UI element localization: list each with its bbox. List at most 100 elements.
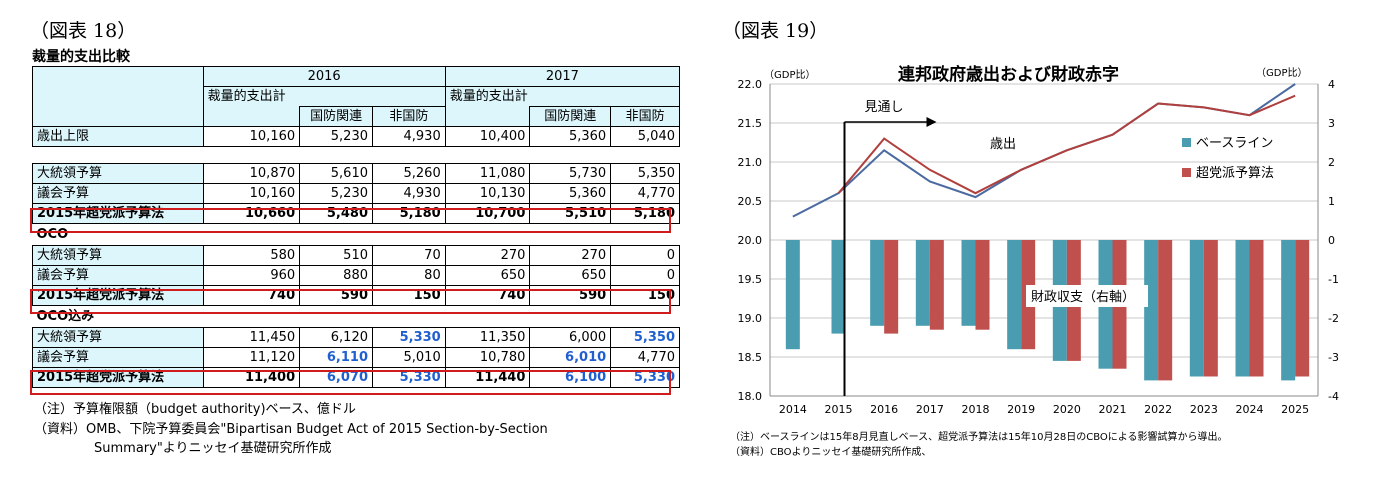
budget-table-panel: 裁量的支出比較 2016 2017 裁量的支出計 裁量的支出計 国防関連 非国防… bbox=[30, 0, 681, 484]
bar-bipartisan bbox=[884, 240, 899, 334]
cell: 650 bbox=[529, 265, 612, 286]
bar-baseline bbox=[1235, 240, 1250, 377]
legend-label-bipartisan: 超党派予算法 bbox=[1196, 166, 1274, 181]
cell: 960 bbox=[202, 265, 301, 286]
right-tick-label: -4 bbox=[1328, 390, 1339, 403]
chart-plot: 22.0 21.5 21.0 20.5 20.0 19.5 19.0 18.5 18.0 4 3 2 1… bbox=[738, 78, 1339, 416]
row-label: 大統領予算 bbox=[32, 163, 204, 184]
left-tick-label: 20.5 bbox=[738, 195, 763, 208]
cell: 5,260 bbox=[372, 163, 446, 184]
row-label: 2015年超党派予算法 bbox=[32, 367, 204, 388]
cell: 5,330 bbox=[372, 327, 446, 348]
right-tick-label: -3 bbox=[1328, 351, 1339, 364]
cell: 4,770 bbox=[610, 183, 680, 204]
row-spending-cap: 歳出上限 10,160 5,230 4,930 10,400 5,360 5,0… bbox=[32, 126, 680, 147]
bar-bipartisan bbox=[1158, 240, 1173, 381]
x-tick-label: 2021 bbox=[1099, 403, 1127, 416]
chart-source: （資料）CBOよりニッセイ基礎研究所作成、 bbox=[730, 447, 932, 458]
right-tick-label: 3 bbox=[1328, 117, 1335, 130]
header-nondefense-2017: 非国防 bbox=[610, 106, 680, 127]
row-label: 議会予算 bbox=[32, 183, 204, 204]
right-tick-label: 0 bbox=[1328, 234, 1335, 247]
x-tick-label: 2019 bbox=[1007, 403, 1035, 416]
row-label: 議会予算 bbox=[32, 265, 204, 286]
left-tick-label: 21.5 bbox=[738, 117, 763, 130]
header-sub-blank-2017 bbox=[444, 106, 530, 127]
right-tick-label: -1 bbox=[1328, 273, 1339, 286]
bar-baseline bbox=[961, 240, 976, 326]
highlight-box-base bbox=[30, 208, 671, 233]
header-total-2016: 裁量的支出計 bbox=[202, 86, 446, 107]
row-inc-president: 大統領予算 11,450 6,120 5,330 11,350 6,000 5,… bbox=[32, 327, 680, 348]
table-source: （資料）OMB、下院予算委員会"Bipartisan Budget Act of… bbox=[34, 422, 548, 437]
row-label: 大統領予算 bbox=[32, 327, 204, 348]
left-tick-label: 19.5 bbox=[738, 273, 763, 286]
cell: 5,010 bbox=[372, 347, 446, 368]
cell: 10,870 bbox=[202, 163, 301, 184]
x-tick-label: 2018 bbox=[962, 403, 990, 416]
right-tick-label: 2 bbox=[1328, 156, 1335, 169]
cell: 10,160 bbox=[202, 126, 301, 147]
legend-swatch-baseline bbox=[1182, 138, 1191, 147]
outlook-label: 見通し bbox=[865, 100, 904, 115]
table-note: （注）予算権限額（budget authority)ベース、億ドル bbox=[34, 402, 356, 417]
cell: 6,000 bbox=[529, 327, 612, 348]
table-source-cont: Summary"よりニッセイ基礎研究所作成 bbox=[94, 441, 332, 456]
row-oco-congress: 議会予算 960 880 80 650 650 0 bbox=[32, 265, 680, 286]
outlook-arrowhead bbox=[926, 117, 937, 127]
cell: 0 bbox=[610, 265, 680, 286]
x-tick-label: 2023 bbox=[1190, 403, 1218, 416]
left-tick-label: 18.0 bbox=[738, 390, 763, 403]
cell: 5,610 bbox=[299, 163, 373, 184]
cell: 5,360 bbox=[529, 183, 612, 204]
cell: 11,450 bbox=[202, 327, 301, 348]
cell: 4,930 bbox=[372, 126, 446, 147]
x-tick-label: 2015 bbox=[825, 403, 853, 416]
cell: 270 bbox=[444, 245, 531, 266]
bar-baseline bbox=[1281, 240, 1296, 381]
table-title: 裁量的支出比較 bbox=[32, 49, 130, 65]
line-bipartisan bbox=[837, 94, 1296, 195]
cell: 5,350 bbox=[610, 163, 680, 184]
cell: 5,350 bbox=[610, 327, 680, 348]
left-tick-label: 20.0 bbox=[738, 234, 763, 247]
cell: 4,930 bbox=[372, 183, 446, 204]
cell: 650 bbox=[444, 265, 531, 286]
expenditure-label: 歳出 bbox=[990, 137, 1016, 152]
bar-baseline bbox=[1189, 240, 1204, 377]
cell: 11,080 bbox=[444, 163, 531, 184]
x-tick-label: 2016 bbox=[870, 403, 898, 416]
left-axis-unit: （GDP比） bbox=[764, 70, 816, 81]
cell: 80 bbox=[372, 265, 446, 286]
bar-bipartisan bbox=[929, 240, 944, 330]
cell: 6,110 bbox=[299, 347, 373, 368]
chart-panel: 連邦政府歳出および財政赤字 （GDP比） （GDP比） 22.0 21.5 21.0… bbox=[700, 0, 1379, 484]
row-inc-congress: 議会予算 11,120 6,110 5,010 10,780 6,010 4,7… bbox=[32, 347, 680, 368]
x-tick-label: 2017 bbox=[916, 403, 944, 416]
cell: 6,120 bbox=[299, 327, 373, 348]
left-tick-label: 21.0 bbox=[738, 156, 763, 169]
header-nondefense-2016: 非国防 bbox=[372, 106, 446, 127]
row-base-president: 大統領予算 10,870 5,610 5,260 11,080 5,730 5,… bbox=[32, 163, 680, 184]
legend-label-baseline: ベースライン bbox=[1196, 136, 1273, 151]
header-blank bbox=[32, 66, 204, 127]
bar-bipartisan bbox=[1203, 240, 1218, 377]
left-tick-label: 19.0 bbox=[738, 312, 763, 325]
cell: 70 bbox=[372, 245, 446, 266]
x-tick-label: 2024 bbox=[1236, 403, 1264, 416]
cell: 5,230 bbox=[299, 183, 373, 204]
cell: 270 bbox=[529, 245, 612, 266]
section-oco: OCO bbox=[36, 227, 69, 242]
header-defense-2017: 国防関連 bbox=[529, 106, 612, 127]
cell: 10,400 bbox=[444, 126, 531, 147]
cell: 10,160 bbox=[202, 183, 301, 204]
cell: 10,130 bbox=[444, 183, 531, 204]
row-base-congress: 議会予算 10,160 5,230 4,930 10,130 5,360 4,7… bbox=[32, 183, 680, 204]
cell: 11,350 bbox=[444, 327, 531, 348]
figure-label-18: （図表 18） bbox=[30, 20, 137, 42]
cell: 5,330 bbox=[610, 367, 680, 388]
bar-bipartisan bbox=[1249, 240, 1264, 377]
chart-title: 連邦政府歳出および財政赤字 bbox=[898, 65, 1119, 85]
cell: 11,120 bbox=[202, 347, 301, 368]
cell: 5,730 bbox=[529, 163, 612, 184]
